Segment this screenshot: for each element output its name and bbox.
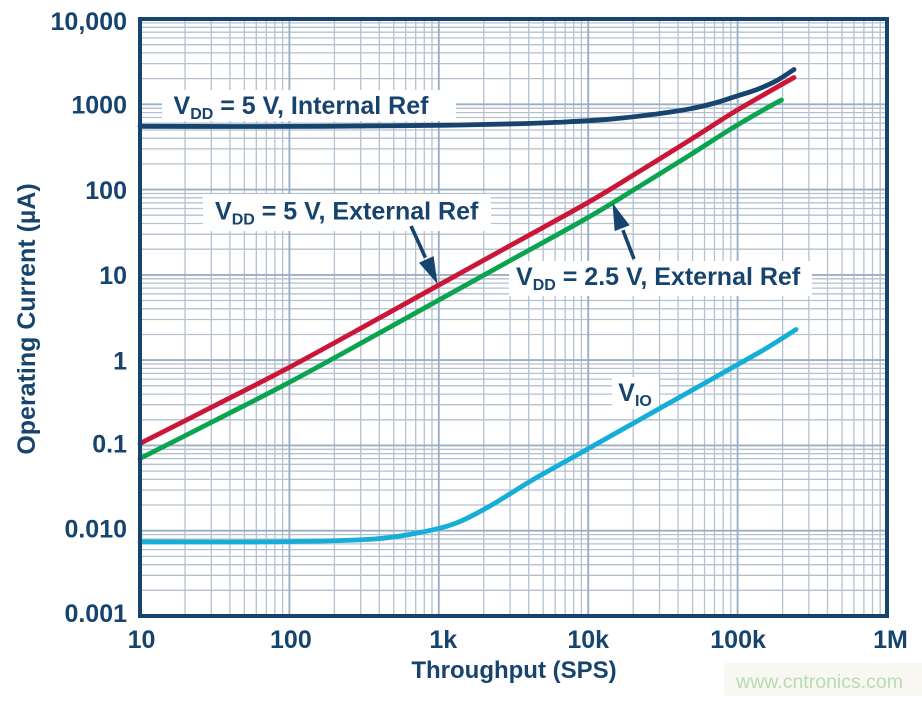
svg-text:10: 10 [128,626,156,654]
svg-text:1k: 1k [429,626,457,654]
svg-text:1000: 1000 [71,92,127,120]
svg-text:VDD = 5 V, Internal Ref: VDD = 5 V, Internal Ref [174,92,430,123]
svg-text:VDD = 2.5 V, External Ref: VDD = 2.5 V, External Ref [516,263,801,294]
svg-text:Operating Current (µA): Operating Current (µA) [13,183,41,454]
svg-text:0.001: 0.001 [64,600,127,628]
svg-text:1M: 1M [873,626,908,654]
svg-text:1: 1 [113,347,127,375]
svg-text:www.cntronics.com: www.cntronics.com [735,671,903,693]
svg-text:100: 100 [85,177,127,205]
svg-text:10k: 10k [567,626,609,654]
svg-text:0.1: 0.1 [92,430,127,458]
svg-text:Throughput (SPS): Throughput (SPS) [411,657,616,684]
svg-text:100: 100 [270,626,312,654]
svg-text:10: 10 [99,262,127,290]
svg-text:0.010: 0.010 [64,516,127,544]
svg-text:10,000: 10,000 [51,8,127,36]
svg-text:VDD = 5 V, External Ref: VDD = 5 V, External Ref [215,198,479,229]
svg-text:100k: 100k [710,626,766,654]
